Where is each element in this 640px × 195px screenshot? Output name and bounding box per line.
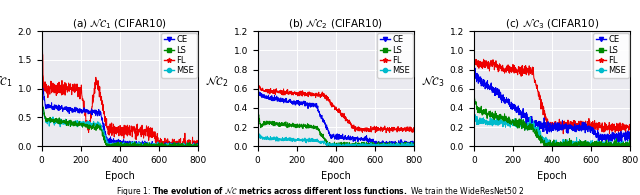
Title: (b) $\mathcal{NC}_2$ (CIFAR10): (b) $\mathcal{NC}_2$ (CIFAR10) [289,17,383,31]
Text: Figure 1: $\mathbf{The\ evolution\ of\ }\mathbf{\mathcal{NC}}\mathbf{\ metrics\ : Figure 1: $\mathbf{The\ evolution\ of\ }… [116,185,524,195]
Y-axis label: $\mathcal{NC}_2$: $\mathcal{NC}_2$ [205,74,228,89]
Y-axis label: $\mathcal{NC}_1$: $\mathcal{NC}_1$ [0,74,13,89]
Y-axis label: $\mathcal{NC}_3$: $\mathcal{NC}_3$ [421,74,445,89]
Title: (a) $\mathcal{NC}_1$ (CIFAR10): (a) $\mathcal{NC}_1$ (CIFAR10) [72,17,167,31]
Legend: CE, LS, FL, MSE: CE, LS, FL, MSE [378,33,413,78]
X-axis label: Epoch: Epoch [321,171,351,181]
Legend: CE, LS, FL, MSE: CE, LS, FL, MSE [161,33,196,78]
Title: (c) $\mathcal{NC}_3$ (CIFAR10): (c) $\mathcal{NC}_3$ (CIFAR10) [505,17,599,31]
X-axis label: Epoch: Epoch [105,171,135,181]
X-axis label: Epoch: Epoch [537,171,567,181]
Legend: CE, LS, FL, MSE: CE, LS, FL, MSE [593,33,628,78]
